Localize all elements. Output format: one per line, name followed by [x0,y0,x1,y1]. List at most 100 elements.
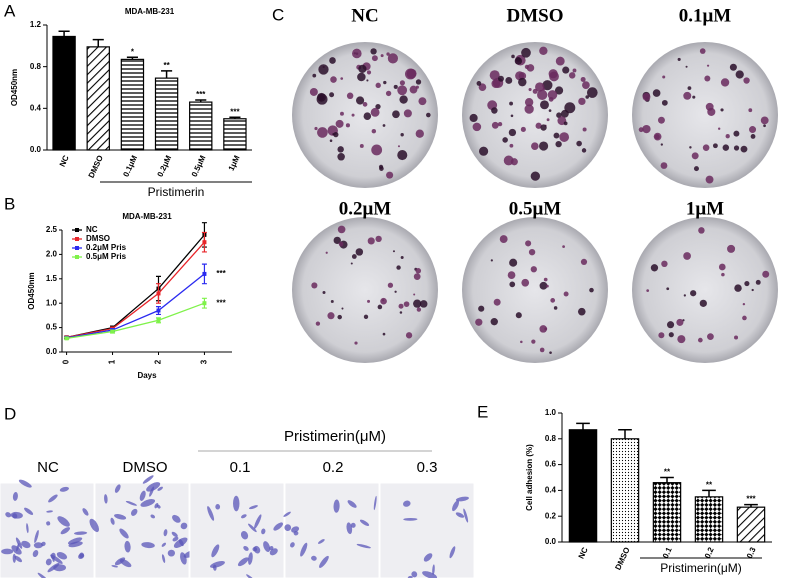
colony [337,153,345,161]
colony [740,145,748,153]
cell [34,529,39,544]
colony [357,72,366,82]
cell [37,572,49,578]
colony [677,57,681,61]
colony [329,92,335,98]
colony [727,244,736,253]
colony [404,68,416,80]
significance: *** [746,495,756,504]
y-tick-label: 0.4 [545,486,557,495]
colony [399,95,408,104]
colony [763,124,766,128]
y-tick-label: 1.2 [30,20,42,29]
colony [491,121,499,129]
y-tick-label: 0.0 [30,145,42,154]
colony [325,251,328,254]
colony [524,98,534,107]
cell [60,527,71,535]
colony [699,299,707,307]
transwell-image [284,482,380,578]
colony [543,277,548,282]
colony [535,122,542,129]
cell [283,511,291,517]
colony [333,236,341,245]
colony [734,284,742,292]
colony [528,87,532,92]
colony [530,171,541,181]
cell [5,512,12,518]
cell [1,548,14,555]
cell [248,552,253,565]
cell [125,500,137,506]
transwell-label: 0.2 [323,459,344,476]
colony [509,101,514,106]
cell [346,522,353,535]
colony [755,279,761,285]
error-bar [58,30,70,37]
colony [396,265,401,270]
cell [237,557,249,567]
error-bar [576,422,590,430]
colony [362,102,368,107]
colony [585,95,590,99]
significance: *** [230,107,240,116]
bar [736,506,766,543]
panel-letter: A [4,1,16,20]
colony [478,83,487,91]
bar [652,482,682,543]
colony [564,102,576,114]
panel-letter: B [4,194,15,213]
cell [300,542,308,557]
colony [330,299,334,303]
colony [553,306,558,310]
colony [382,124,386,127]
colony [491,79,501,88]
colony [748,108,753,113]
colony [377,304,383,310]
colony [549,351,552,354]
colony [400,256,404,260]
group-label: Pristimerin [148,185,205,199]
colony [733,145,740,151]
colony [743,77,750,84]
colony [537,89,548,101]
y-tick-label: 0.0 [46,347,58,356]
colony [563,121,568,126]
colony [405,332,413,339]
significance: ** [706,481,713,490]
cell [21,540,31,549]
colony [315,321,321,326]
cell [246,574,256,578]
cell [407,575,413,578]
x-tick-label: 2 [154,359,163,364]
colony [677,335,686,344]
colony [689,146,692,149]
cell [141,542,155,549]
x-tick-label: DMSO [613,546,631,572]
colony [531,142,539,150]
colony [572,68,577,73]
cell [41,541,46,547]
colony [403,109,412,118]
colony [375,235,382,243]
colony [387,53,398,64]
transwell-label: DMSO [123,459,168,476]
colony [318,64,329,75]
error-bar [618,429,632,439]
colony [568,72,576,79]
cell [318,539,325,544]
colony [400,133,404,137]
colony [509,281,516,288]
colony [554,86,564,95]
y-tick-label: 1.0 [545,408,557,417]
cell [26,523,29,534]
colony [729,63,737,71]
cell [111,565,119,568]
transwell-label: 0.3 [417,459,438,476]
cell [373,495,377,511]
x-tick-label: NC [58,154,71,168]
colony [413,293,416,296]
bar [154,77,179,151]
colony [562,245,565,249]
colony [692,95,696,99]
